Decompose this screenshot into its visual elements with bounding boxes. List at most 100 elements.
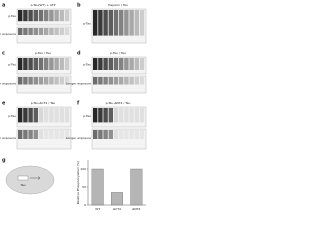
band <box>23 58 28 70</box>
blot <box>91 75 147 94</box>
band <box>38 108 44 123</box>
band <box>33 77 38 85</box>
band <box>33 58 38 70</box>
panel-letter: g <box>2 158 6 164</box>
band <box>98 10 103 36</box>
x-tick-label: ΔNT4 <box>132 207 140 211</box>
band <box>28 108 33 123</box>
band <box>49 108 54 123</box>
row-label: p-Tau <box>8 63 16 67</box>
band <box>44 58 49 70</box>
band <box>44 28 49 35</box>
band <box>44 108 49 123</box>
panel-letter: c <box>2 51 5 57</box>
y-tick-label: 100 <box>80 167 86 171</box>
y-tick-label: 0 <box>84 203 86 207</box>
band <box>54 58 59 70</box>
band <box>113 130 119 139</box>
blot <box>91 128 147 150</box>
band <box>33 108 38 123</box>
panel-header: Heparin / Tau <box>108 3 128 7</box>
tau-box <box>17 175 29 181</box>
band <box>18 58 23 70</box>
band <box>18 130 23 139</box>
y-axis-label: Relative Phosphorylation (%) <box>76 161 80 204</box>
band <box>124 10 129 36</box>
panel-letter: a <box>2 3 5 9</box>
band <box>18 10 23 22</box>
row-label: Longer exposure <box>66 82 91 86</box>
band <box>119 108 124 123</box>
blot <box>16 26 72 44</box>
panel-header: p-Tau / Tau <box>35 51 51 55</box>
band <box>93 10 98 36</box>
band <box>124 77 129 85</box>
band <box>33 10 38 22</box>
band <box>49 10 54 22</box>
bar <box>91 168 104 206</box>
row-label: p-Tau <box>8 14 16 18</box>
bar <box>111 192 123 206</box>
band <box>33 28 38 35</box>
band <box>103 77 108 85</box>
band <box>113 58 119 70</box>
band <box>64 58 70 70</box>
band <box>59 108 64 123</box>
band <box>64 10 70 22</box>
panel-letter: b <box>77 3 81 9</box>
band <box>108 130 113 139</box>
band <box>139 130 145 139</box>
y-tick-label: 50 <box>82 185 86 189</box>
band <box>93 130 98 139</box>
band <box>23 130 28 139</box>
band <box>134 58 139 70</box>
band <box>23 28 28 35</box>
row-label: Longer exposure <box>0 82 16 86</box>
band <box>129 77 134 85</box>
blot <box>16 75 72 94</box>
band <box>93 77 98 85</box>
band <box>44 77 49 85</box>
band <box>124 108 129 123</box>
row-label: p-Tau <box>83 21 91 25</box>
band <box>54 77 59 85</box>
band <box>113 108 119 123</box>
band <box>18 77 23 85</box>
blot <box>16 128 72 150</box>
band <box>134 77 139 85</box>
band <box>49 58 54 70</box>
band <box>124 130 129 139</box>
band <box>103 10 108 36</box>
band <box>103 108 108 123</box>
band <box>129 10 134 36</box>
band <box>49 77 54 85</box>
band <box>18 28 23 35</box>
band <box>44 10 49 22</box>
bar <box>130 168 143 206</box>
band <box>59 10 64 22</box>
band <box>129 108 134 123</box>
band <box>54 130 59 139</box>
figure: g Tau a p-Tau(WT) + ATP p-Tau Longer exposu… <box>0 0 150 219</box>
row-label: p-Tau <box>83 63 91 67</box>
band <box>33 130 38 139</box>
band <box>54 28 59 35</box>
band <box>59 58 64 70</box>
x-tick-label: WT <box>95 207 100 211</box>
band <box>139 77 145 85</box>
band <box>108 58 113 70</box>
band <box>129 58 134 70</box>
band <box>119 77 124 85</box>
band <box>59 77 64 85</box>
band <box>134 108 139 123</box>
band <box>23 108 28 123</box>
arrow <box>30 176 41 180</box>
band <box>113 77 119 85</box>
band <box>38 58 44 70</box>
band <box>28 58 33 70</box>
band <box>98 77 103 85</box>
band <box>98 108 103 123</box>
band <box>38 28 44 35</box>
panel-header: p-Tau / Tau <box>110 51 126 55</box>
band <box>139 58 145 70</box>
